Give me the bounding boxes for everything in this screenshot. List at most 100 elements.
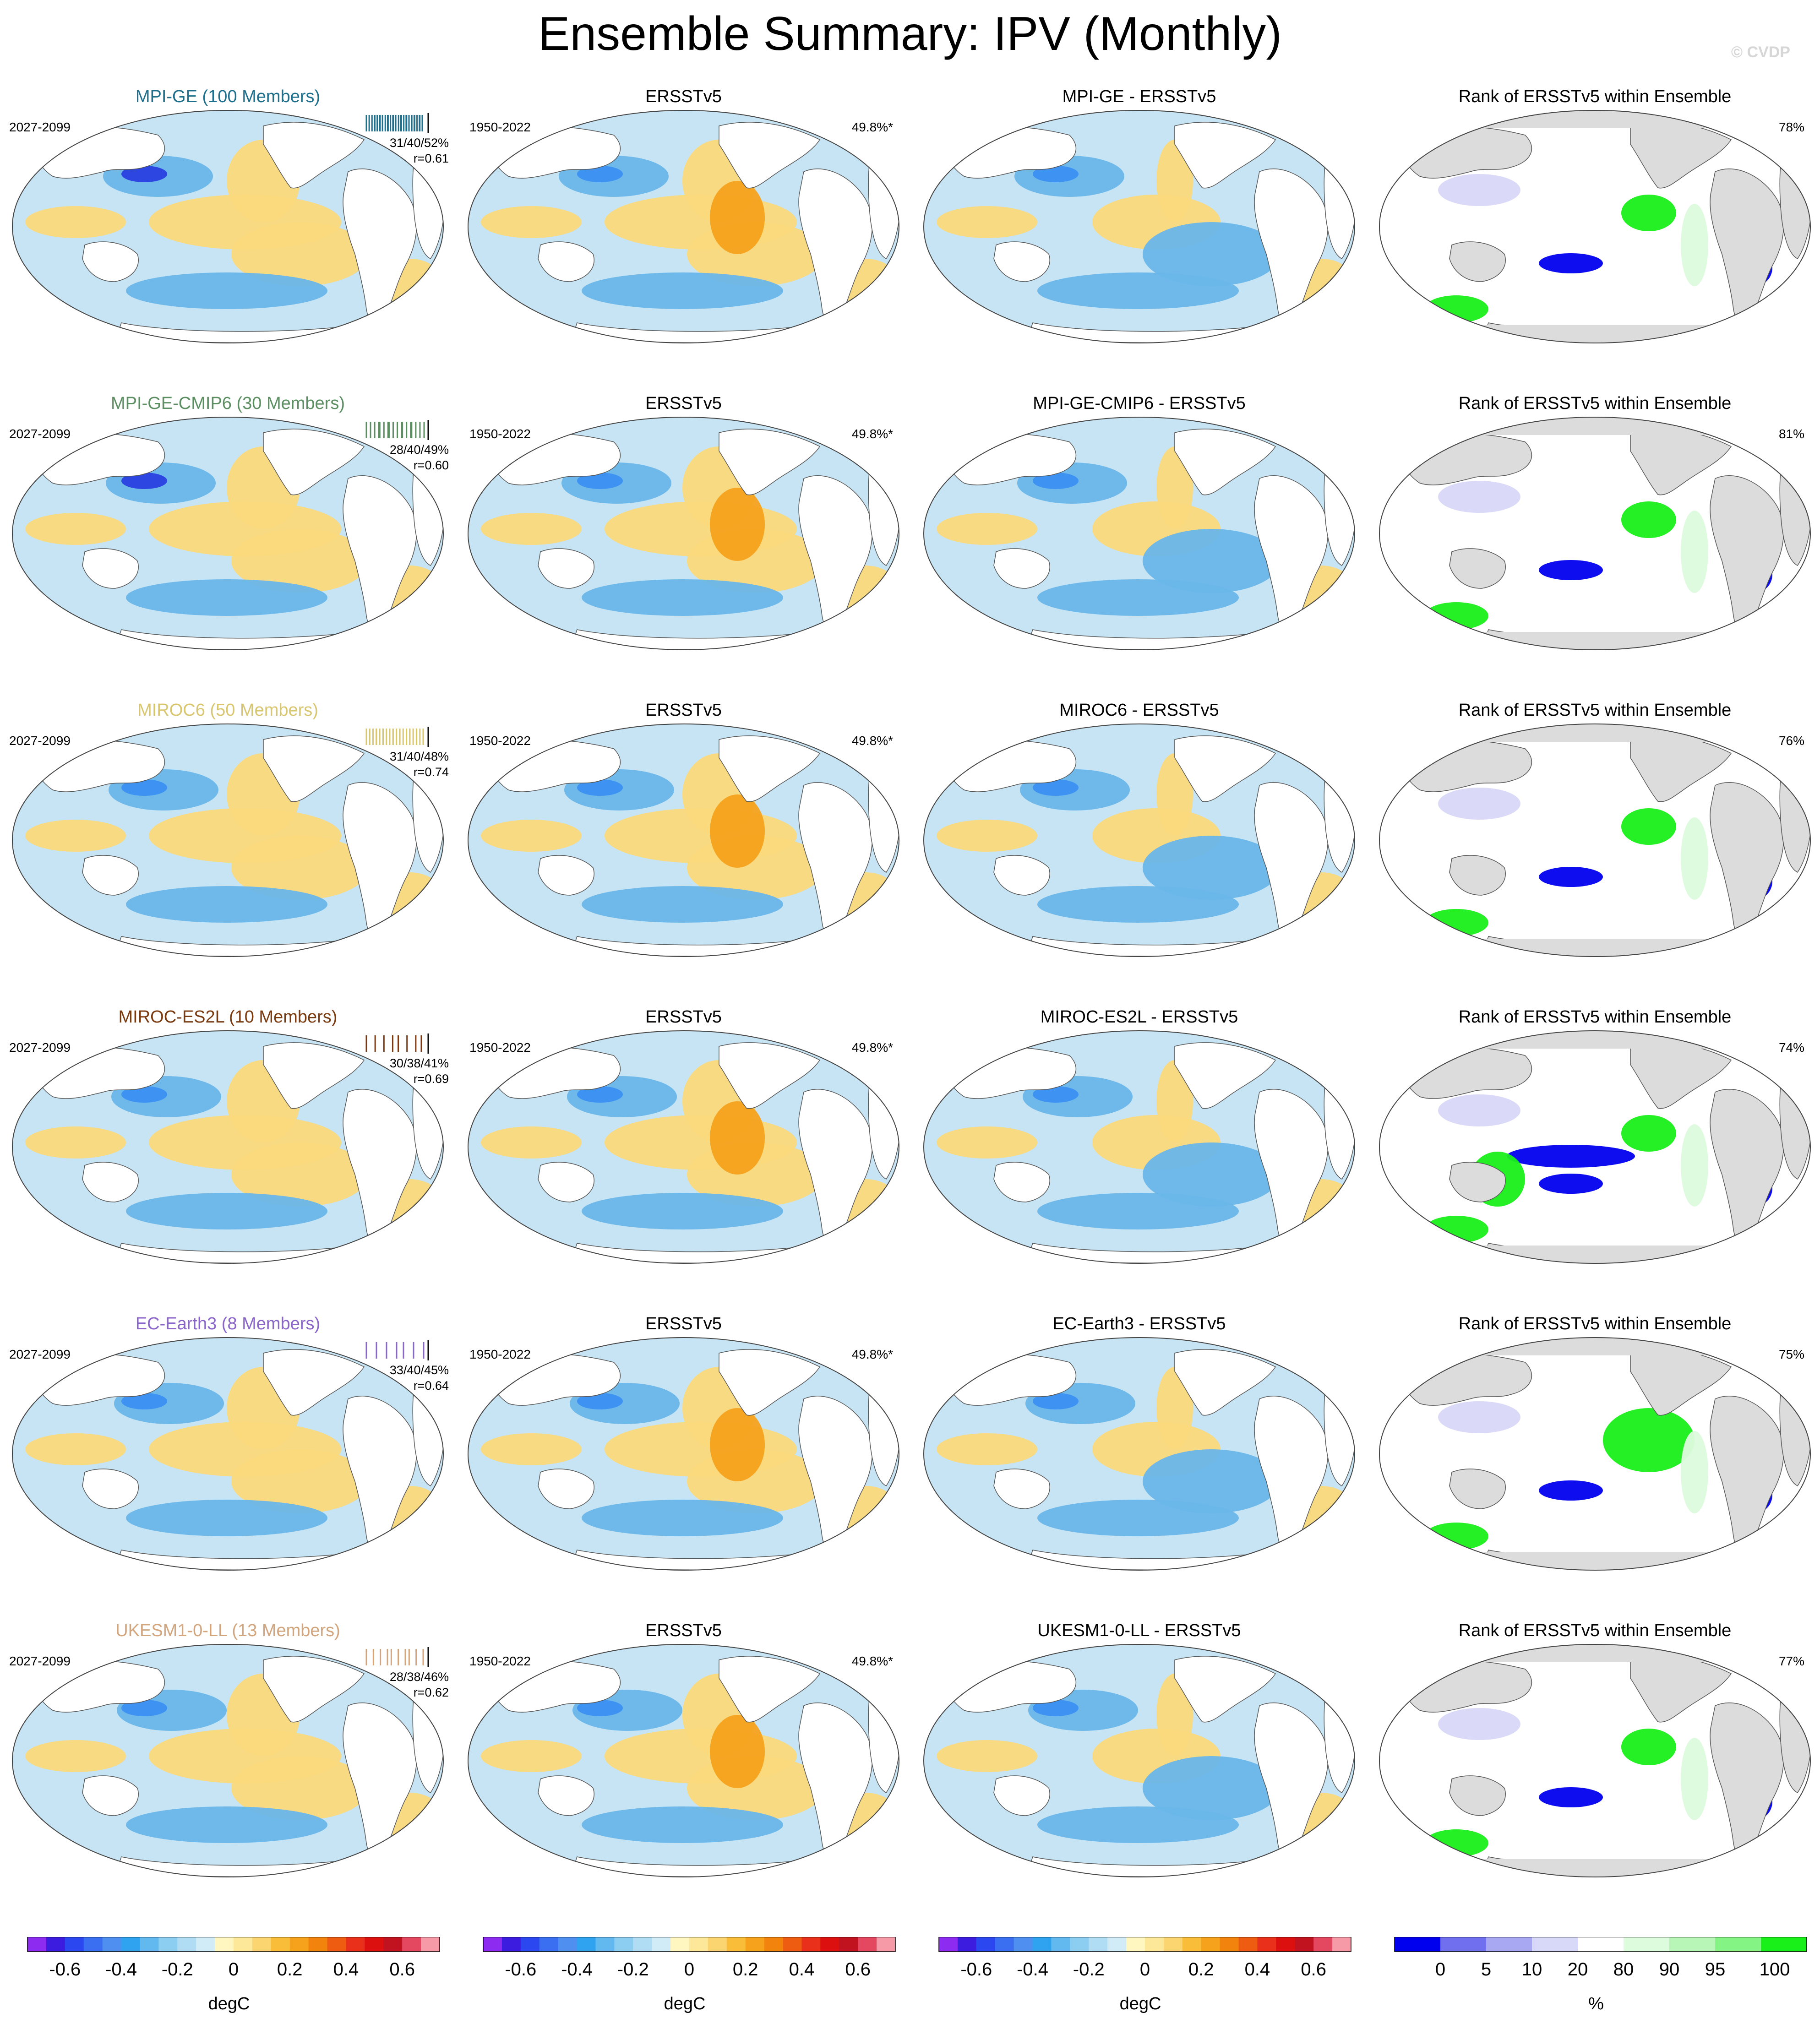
colorbar-swatch [1107,1937,1127,1952]
observed-percent-label: 49.8%* [851,1654,893,1668]
colorbar-tick-label: -0.6 [505,1959,536,1980]
rank-map [1379,1644,1811,1877]
map-outline [468,417,899,650]
colorbar-swatch [1532,1937,1578,1952]
landmass [719,429,821,495]
colorbar-swatch [308,1937,328,1952]
anomaly-region [25,206,126,238]
anomaly-region [1681,1124,1708,1207]
anomaly-region [121,166,167,182]
colorbar-tick-label: 20 [1568,1959,1588,1980]
rank-map [1379,1337,1811,1571]
colorbar-swatch [177,1937,196,1952]
landmass [263,1042,365,1109]
anomaly-region [1681,1431,1708,1513]
anomaly-region [1621,1729,1676,1765]
model-stats-correlation: r=0.74 [413,765,449,779]
colorbar-swatch [402,1937,421,1952]
anomaly-region [1143,529,1280,593]
model-stats: 30/38/41% r=0.69 [364,1055,449,1087]
colorbar-swatch [27,1937,47,1952]
anomaly-region [481,1740,582,1772]
anomaly-region [1424,1216,1488,1243]
landmass [719,122,821,189]
colorbar-swatch [483,1937,502,1952]
anomaly-region [126,1806,327,1843]
colorbar-swatch [1761,1937,1807,1952]
difference-title: MPI-GE - ERSSTv5 [1062,87,1216,106]
colorbar-tick-label: 100 [1760,1959,1790,1980]
landmass [1174,429,1276,495]
landmass [719,1656,821,1723]
anomaly-region [1438,481,1520,513]
model-title: MIROC6 (50 Members) [137,701,318,720]
landmass [1174,735,1276,802]
anomaly-region [1033,166,1079,182]
colorbar-observed: -0.6 -0.4 -0.2 0 0.2 0.4 0.6 [483,1937,896,1980]
observed-period-label: 1950-2022 [469,734,531,748]
landmass [82,1162,139,1202]
landmass [1449,241,1506,282]
model-title: MPI-GE (100 Members) [135,87,321,106]
anomaly-region [1037,1500,1239,1536]
observed-period-label: 1950-2022 [469,1347,531,1361]
anomaly-region [1143,1142,1280,1207]
colorbar-tick-label: -0.4 [105,1959,137,1980]
colorbar-swatch [652,1937,671,1952]
colorbar-swatch [764,1937,784,1952]
ensemble-whisker-plot [365,727,429,747]
anomaly-region [1033,1393,1079,1409]
colorbar-swatch [501,1937,521,1952]
difference-map [923,1644,1355,1877]
model-period-label: 2027-2099 [9,1347,71,1361]
colorbar-units-observed: degC [664,1994,706,2013]
colorbar-difference: -0.6 -0.4 -0.2 0 0.2 0.4 0.6 [938,1937,1351,1980]
colorbar-tick-label: 95 [1705,1959,1726,1980]
colorbar-swatch [102,1937,122,1952]
anomaly-region [1424,1829,1488,1857]
anomaly-region [1037,1193,1239,1229]
anomaly-region [25,513,126,545]
map-outline [12,1337,444,1571]
model-title: UKESM1-0-LL (13 Members) [115,1621,340,1640]
rank-percent-label: 76% [1778,734,1804,748]
colorbar-tick-label: 0 [1140,1959,1150,1980]
anomaly-region [582,579,783,616]
anomaly-region [1438,1401,1520,1433]
anomaly-region [582,886,783,923]
rank-title: Rank of ERSSTv5 within Ensemble [1458,1621,1732,1640]
colorbar-swatch [65,1937,84,1952]
landmass [82,855,139,896]
colorbar-tick-label: 10 [1522,1959,1542,1980]
colorbar-swatch [1669,1937,1716,1952]
colorbar-tick-label: -0.2 [617,1959,649,1980]
anomaly-region [1033,1700,1079,1716]
colorbar-swatch [577,1937,596,1952]
colorbar-tick-label: -0.6 [49,1959,81,1980]
landmass [263,1656,365,1723]
colorbar-tick-label: 0.4 [789,1959,815,1980]
anomaly-region [126,1193,327,1229]
anomaly-region [25,1433,126,1465]
anomaly-region [582,1806,783,1843]
anomaly-region [577,1700,623,1716]
landmass [263,122,365,189]
model-stats-percentiles: 28/38/46% [389,1670,449,1684]
anomaly-region [1539,253,1603,273]
page-title: Ensemble Summary: IPV (Monthly) [538,7,1282,60]
map-outline [468,723,899,957]
model-map [12,1030,444,1264]
landmass [719,1349,821,1416]
colorbar-swatch [745,1937,765,1952]
anomaly-region [577,1086,623,1103]
observed-percent-label: 49.8%* [851,120,893,134]
colorbar-swatch [1126,1937,1145,1952]
landmass [1174,1656,1276,1723]
colorbar-tick-label: 80 [1613,1959,1634,1980]
map-outline [923,417,1355,650]
model-stats: 31/40/48% r=0.74 [364,749,449,780]
colorbar-swatch [1145,1937,1164,1952]
anomaly-region [481,206,582,238]
colorbar-swatch [1220,1937,1239,1952]
model-period-label: 2027-2099 [9,1040,71,1055]
